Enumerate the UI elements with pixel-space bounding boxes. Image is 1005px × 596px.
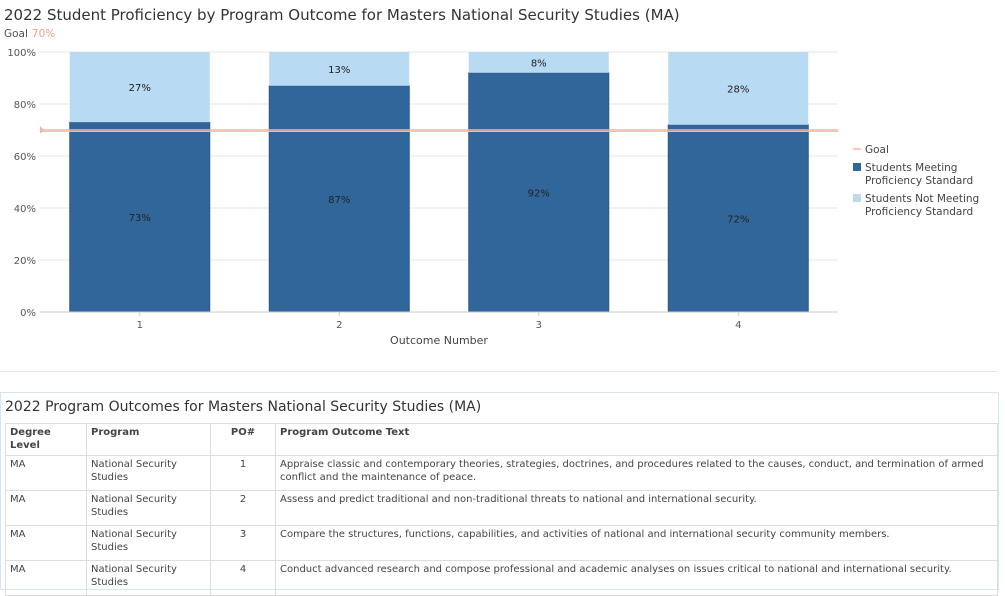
- data-label: 28%: [727, 84, 749, 95]
- y-tick-label: 80%: [14, 100, 36, 111]
- table-row: MA National Security Studies 4 Conduct adva…: [5, 560, 998, 596]
- goal-value: 70%: [31, 28, 56, 40]
- y-tick-label: 100%: [7, 48, 36, 59]
- legend-label: Students Not Meeting Proficiency Standard: [865, 193, 979, 218]
- degree-level-cell: MA: [5, 455, 87, 491]
- chart-title: 2022 Student Proficiency by Program Outc…: [4, 6, 680, 24]
- data-label: 92%: [528, 188, 550, 199]
- outcomes-panel: 2022 Program Outcomes for Masters Nation…: [0, 392, 999, 596]
- bar-segment: [269, 52, 410, 86]
- legend-goal-label: Goal: [865, 144, 889, 156]
- program-cell: National Security Studies: [86, 455, 211, 491]
- degree-level-cell: MA: [5, 525, 87, 561]
- bar-segment: [69, 121, 211, 313]
- header-degree-level: Degree Level: [5, 423, 87, 456]
- data-label: 72%: [727, 214, 749, 225]
- x-tick-label: 3: [536, 320, 542, 331]
- bar-segment: [668, 52, 809, 125]
- legend-swatch: [853, 194, 861, 202]
- y-tick-label: 0%: [20, 308, 36, 319]
- y-tick-label: 60%: [14, 152, 36, 163]
- table-row: MA National Security Studies 3 Compare the …: [5, 525, 998, 561]
- goal-marker-icon: [40, 126, 44, 134]
- header-po-number: PO#: [210, 423, 276, 456]
- program-cell: National Security Studies: [86, 560, 211, 596]
- legend-swatch: [853, 163, 861, 171]
- goal-label: Goal: [4, 28, 28, 40]
- outcome-text-cell: Compare the structures, functions, capab…: [275, 525, 998, 561]
- program-cell: National Security Studies: [86, 490, 211, 526]
- data-label: 87%: [328, 195, 350, 206]
- bar-segment: [69, 52, 210, 123]
- data-label: 8%: [531, 58, 547, 69]
- bar-segment: [468, 52, 609, 73]
- x-tick-label: 2: [336, 320, 342, 331]
- data-label: 13%: [328, 65, 350, 76]
- degree-level-cell: MA: [5, 560, 87, 596]
- header-program: Program: [86, 423, 211, 456]
- x-tick-label: 4: [735, 320, 741, 331]
- outcomes-table: Degree Level Program PO# Program Outcome…: [5, 423, 998, 596]
- y-tick-label: 40%: [14, 204, 36, 215]
- po-number-cell: 1: [210, 455, 276, 491]
- header-outcome-text: Program Outcome Text: [275, 423, 998, 456]
- divider: [0, 371, 998, 372]
- goal-summary: Goal 70%: [4, 28, 55, 40]
- outcome-text-cell: Appraise classic and contemporary theori…: [275, 455, 998, 491]
- bar-segment: [468, 72, 610, 313]
- po-number-cell: 4: [210, 560, 276, 596]
- bar-segment: [268, 85, 410, 313]
- outcome-text-cell: Conduct advanced research and compose pr…: [275, 560, 998, 596]
- data-label: 27%: [129, 83, 151, 94]
- table-title: 2022 Program Outcomes for Masters Nation…: [5, 399, 482, 415]
- outcome-text-cell: Assess and predict traditional and non-t…: [275, 490, 998, 526]
- po-number-cell: 3: [210, 525, 276, 561]
- legend-label: Students Meeting Proficiency Standard: [865, 162, 973, 187]
- x-tick-label: 1: [137, 320, 143, 331]
- table-row: MA National Security Studies 2 Assess and p…: [5, 490, 998, 526]
- table-row: MA National Security Studies 1 Appraise cla…: [5, 455, 998, 491]
- x-axis-title: Outcome Number: [390, 334, 488, 347]
- degree-level-cell: MA: [5, 490, 87, 526]
- po-number-cell: 2: [210, 490, 276, 526]
- proficiency-chart: 0% 20% 40% 60% 80% 100% 73% 27% 1 87% 13% 2 92% 8% 3 72…: [7, 48, 979, 347]
- data-label: 73%: [129, 213, 151, 224]
- y-tick-label: 20%: [14, 256, 36, 267]
- program-cell: National Security Studies: [86, 525, 211, 561]
